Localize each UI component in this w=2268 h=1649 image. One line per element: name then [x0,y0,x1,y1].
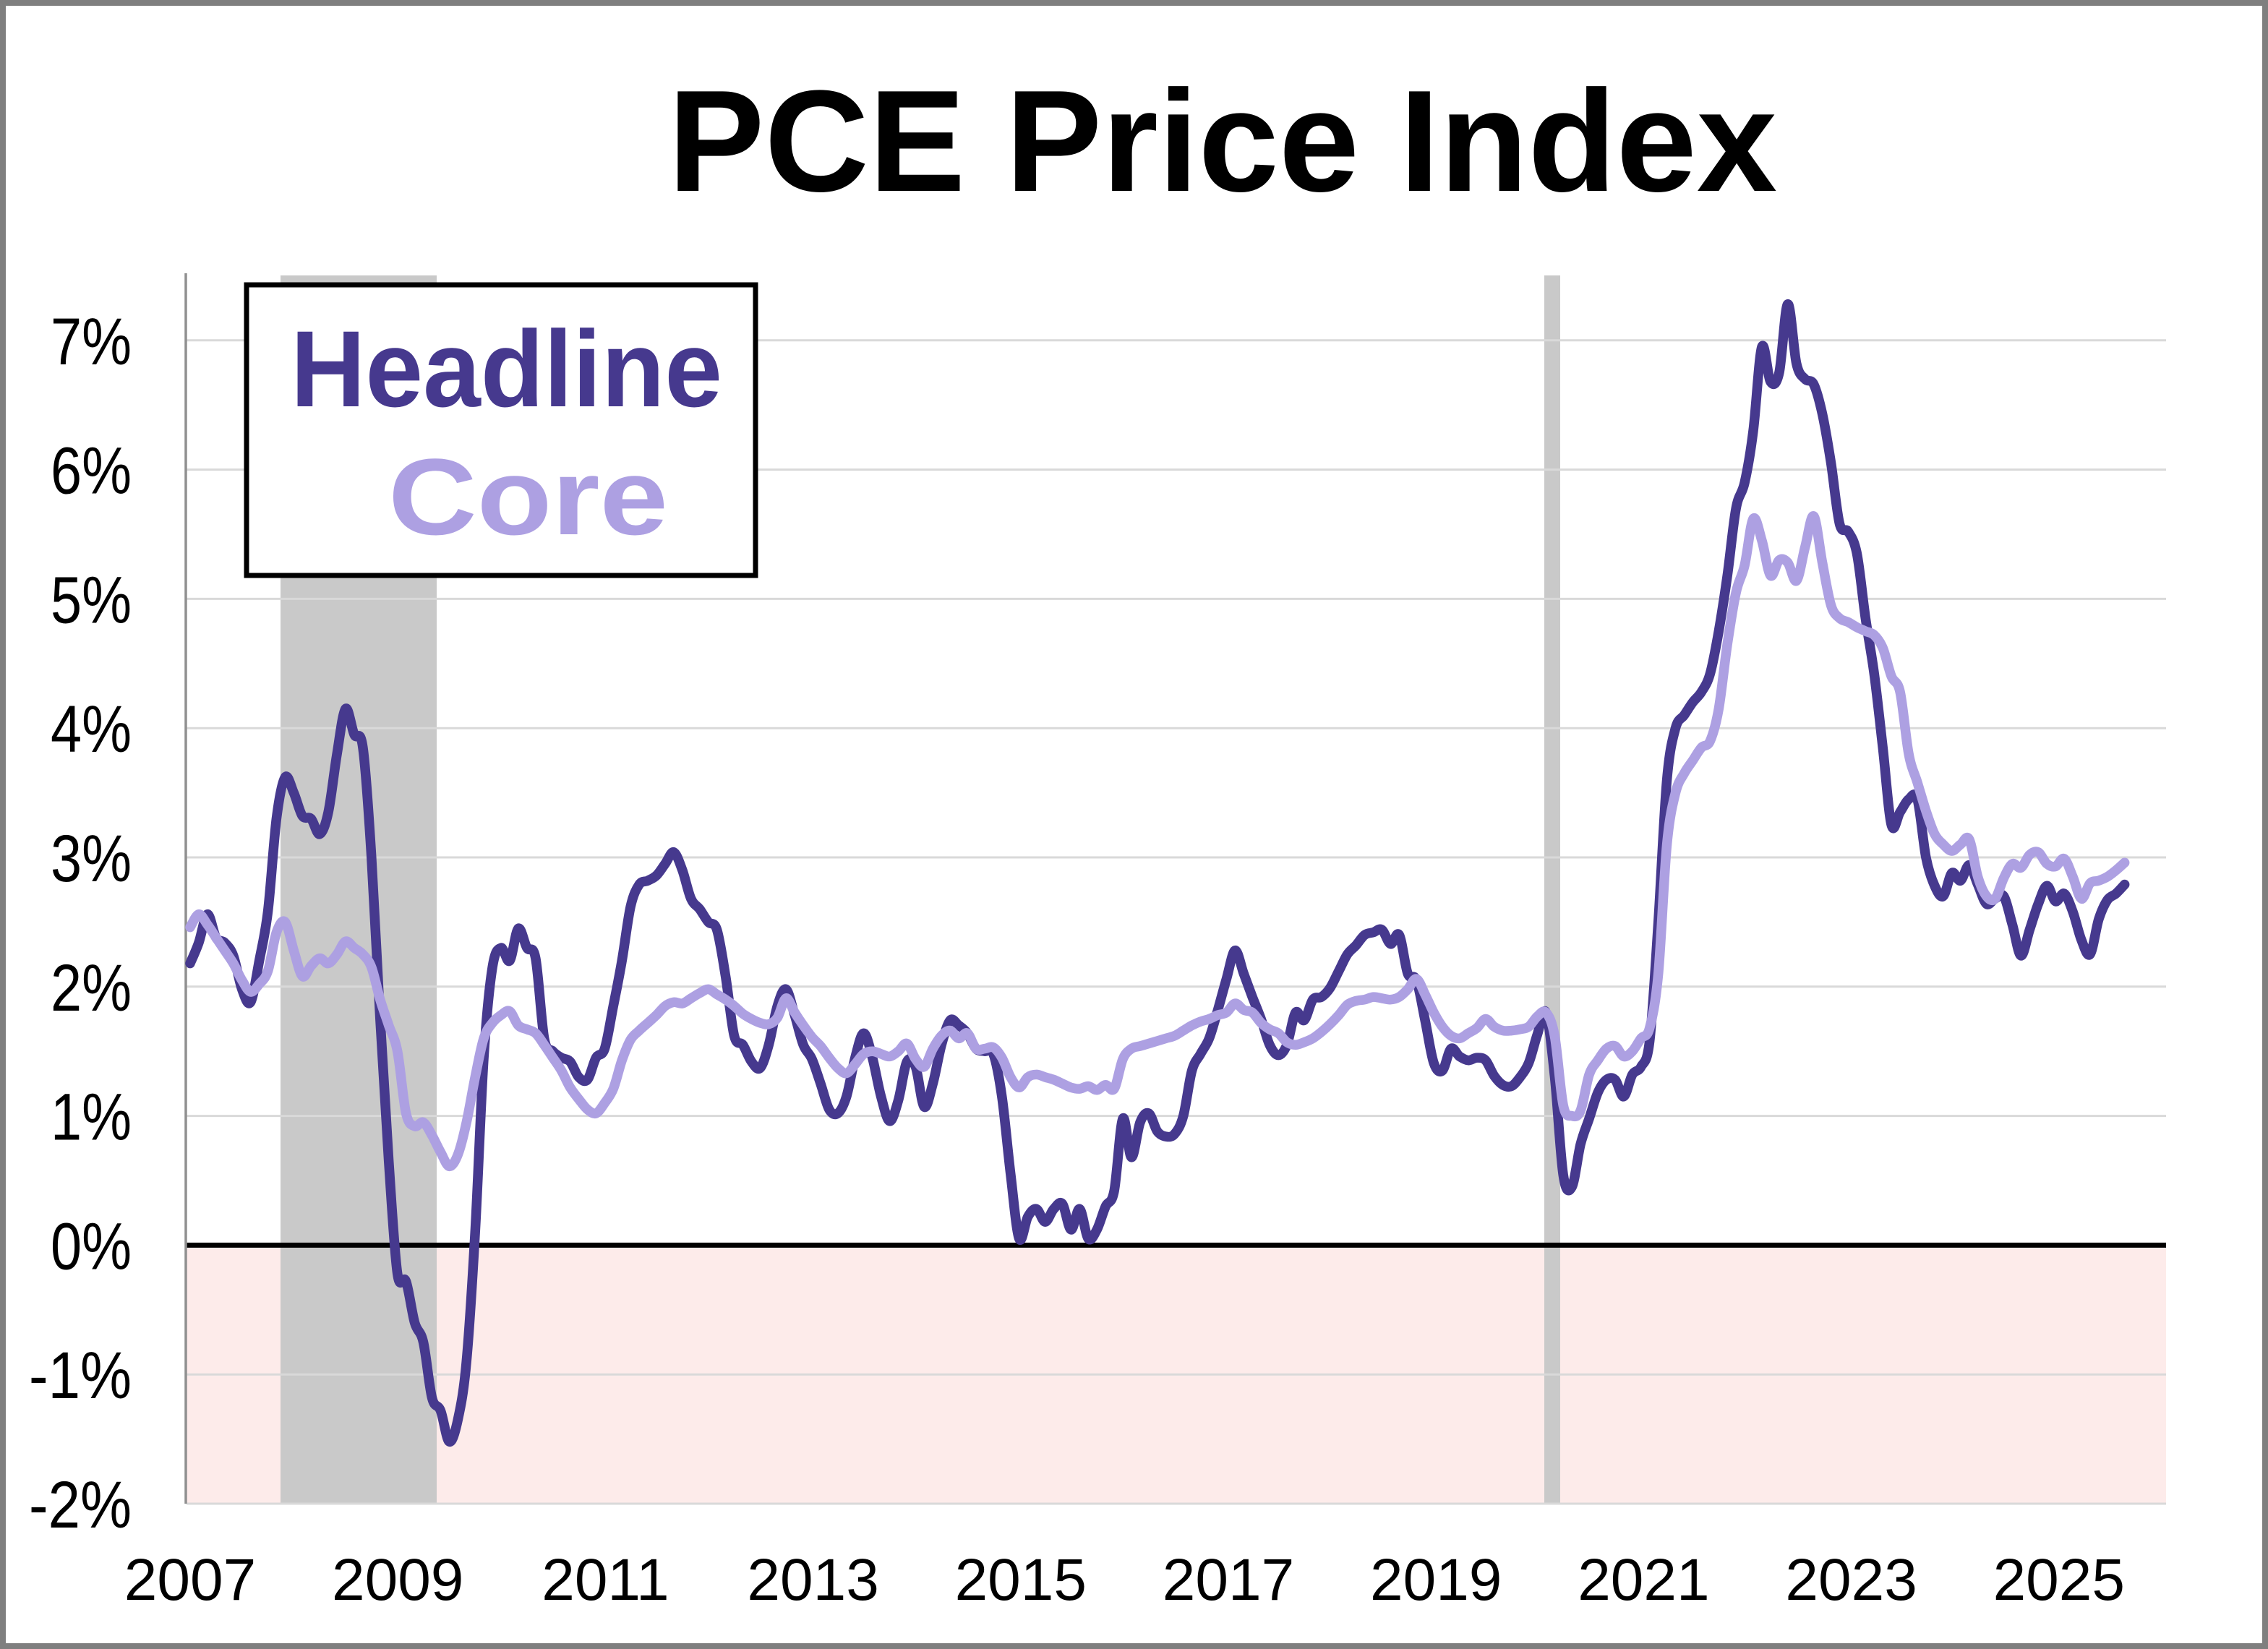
svg-text:0%: 0% [51,1209,132,1283]
svg-text:2017: 2017 [1163,1547,1294,1613]
svg-text:-1%: -1% [29,1339,132,1413]
svg-text:-2%: -2% [29,1468,132,1542]
svg-text:6%: 6% [51,434,132,508]
svg-text:PCE Price Index: PCE Price Index [668,61,1777,222]
svg-text:2013: 2013 [747,1547,878,1613]
svg-text:2025: 2025 [1993,1547,2125,1613]
svg-text:2011: 2011 [542,1547,669,1613]
svg-text:2007: 2007 [124,1547,256,1613]
svg-text:1%: 1% [51,1081,132,1155]
svg-text:3%: 3% [51,822,132,896]
svg-text:2009: 2009 [332,1547,463,1613]
svg-text:2019: 2019 [1370,1547,1502,1613]
svg-text:2021: 2021 [1578,1547,1709,1613]
svg-text:5%: 5% [51,563,132,637]
svg-text:Core: Core [388,436,668,557]
svg-text:2023: 2023 [1785,1547,1917,1613]
svg-text:7%: 7% [51,305,132,379]
svg-text:2015: 2015 [955,1547,1087,1613]
svg-text:2%: 2% [51,951,132,1025]
svg-text:4%: 4% [51,693,132,766]
svg-text:Headline: Headline [291,308,722,429]
